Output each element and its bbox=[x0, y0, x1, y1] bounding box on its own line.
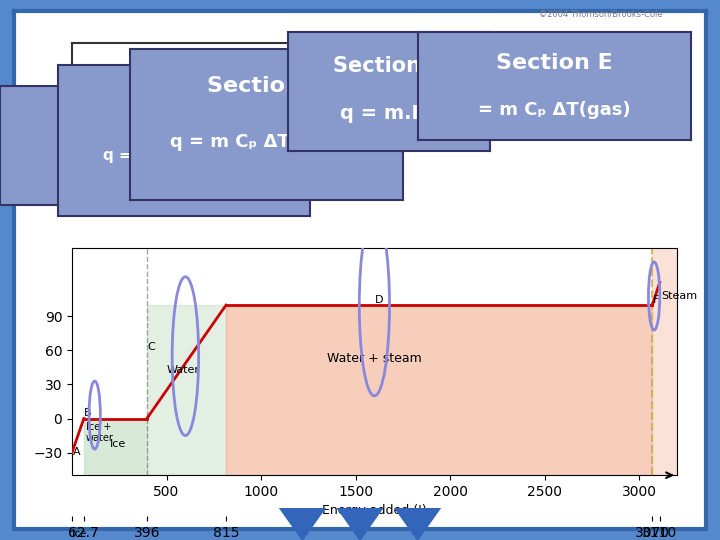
Text: q = m Cₚ ΔT₂(solid): q = m Cₚ ΔT₂(solid) bbox=[103, 148, 264, 163]
Text: F: F bbox=[652, 295, 659, 305]
Text: A: A bbox=[73, 447, 81, 457]
Text: q =: q = bbox=[58, 130, 100, 150]
Text: Ice +
water: Ice + water bbox=[86, 422, 114, 443]
Text: Section E: Section E bbox=[496, 52, 613, 73]
Text: = m Cₚ ΔT(gas): = m Cₚ ΔT(gas) bbox=[478, 101, 631, 119]
Text: C: C bbox=[148, 342, 156, 353]
Text: q = m.Hᵥ: q = m.Hᵥ bbox=[340, 104, 438, 123]
Text: Ice: Ice bbox=[72, 529, 86, 539]
Text: Section D: Section D bbox=[333, 56, 445, 76]
Text: Steam: Steam bbox=[662, 292, 698, 301]
Text: D: D bbox=[374, 295, 383, 305]
Text: B: B bbox=[84, 408, 92, 418]
Text: Water: Water bbox=[166, 365, 199, 375]
Polygon shape bbox=[279, 508, 325, 540]
Polygon shape bbox=[337, 508, 383, 540]
Text: Heating Curve for D₂O Water: Heating Curve for D₂O Water bbox=[94, 68, 410, 86]
Text: Section C: Section C bbox=[207, 76, 325, 97]
Text: Water + steam: Water + steam bbox=[327, 352, 422, 365]
Text: ©2004 Thomson/Brooks-Cole: ©2004 Thomson/Brooks-Cole bbox=[539, 9, 662, 18]
X-axis label: Energy added (J): Energy added (J) bbox=[322, 504, 427, 517]
Text: q = m Cₚ ΔT(liquid): q = m Cₚ ΔT(liquid) bbox=[170, 133, 363, 151]
Text: Ice: Ice bbox=[109, 439, 126, 449]
Polygon shape bbox=[395, 508, 441, 540]
Text: S: S bbox=[176, 97, 192, 117]
